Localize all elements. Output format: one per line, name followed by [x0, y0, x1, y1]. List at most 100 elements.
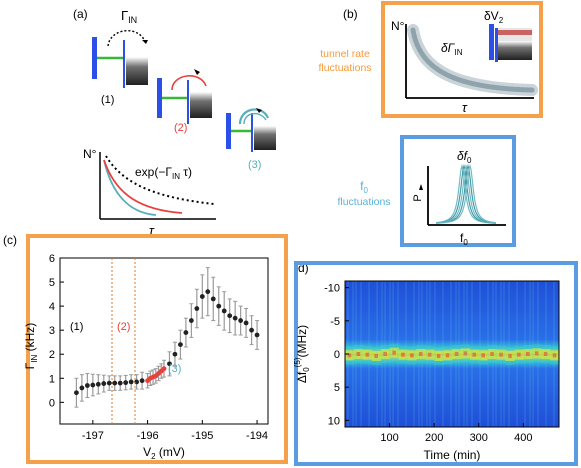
heatmap-cell-peak — [356, 352, 361, 356]
heatmap-cell-peak — [419, 352, 423, 356]
data-point — [101, 381, 107, 386]
lorentzian-peaks — [435, 163, 497, 224]
box1-ylabel: N° — [391, 19, 405, 33]
x-tick-label: -194 — [246, 430, 268, 442]
heatmap-cell-peak — [490, 352, 494, 356]
data-point — [210, 296, 216, 302]
data-point — [172, 351, 178, 357]
case-3-label: (3) — [248, 159, 261, 171]
panel-c-label: (c) — [3, 233, 17, 247]
heatmap-cell-peak — [392, 350, 396, 355]
case-1-label: (1) — [101, 94, 114, 106]
x-tick-label: 400 — [514, 432, 532, 444]
x-tick-label: 200 — [425, 432, 443, 444]
box1-delta-label: δΓIN — [441, 41, 463, 57]
panel-d-frame — [294, 261, 578, 466]
heatmap-cell-peak — [534, 351, 539, 356]
gamma-in-label: ΓIN — [121, 8, 137, 25]
dv2-label: δV2 — [484, 9, 504, 25]
y-tick-label: 10 — [328, 415, 340, 427]
y-tick-label: 3 — [49, 325, 55, 337]
heatmap-cell-peak — [481, 353, 485, 358]
data-point — [128, 379, 134, 385]
electrode-left — [226, 113, 231, 149]
x-tick-label: -197 — [82, 430, 104, 442]
heatmap-cell-peak — [454, 352, 459, 356]
x-tick-label: -195 — [191, 430, 213, 442]
arrowhead-icon — [256, 108, 262, 113]
heatmap-cell-peak — [499, 352, 503, 357]
decay-curve-3 — [103, 159, 157, 216]
inset-reservoir — [498, 41, 532, 60]
case-1-diagram: (1) — [92, 29, 148, 106]
reservoir-block — [254, 126, 276, 150]
region-2-label: (2) — [117, 321, 130, 333]
x-tick-label: 300 — [470, 432, 488, 444]
inset-level-band — [498, 30, 532, 35]
data-point — [249, 327, 254, 333]
data-point — [205, 289, 211, 295]
data-point — [188, 318, 194, 323]
data-point — [238, 318, 244, 323]
gamma-xlabel: V2 (mV) — [143, 445, 185, 461]
tunnel-arrow-1 — [107, 29, 147, 47]
decay-curve-2 — [103, 159, 183, 214]
heatmap-ticks: -10 -5 0 5 10 100 200 300 400 — [324, 283, 532, 444]
tunnel-rate-caption-2: fluctuations — [318, 62, 371, 74]
data-point — [79, 385, 85, 391]
panel-c-frame — [26, 234, 288, 464]
inset-barrier — [495, 28, 498, 62]
gamma-plot-area — [59, 257, 269, 425]
y-tick-label: 1 — [49, 373, 55, 385]
decay-plot: N° τ exp(−ΓIN τ) — [83, 147, 216, 238]
reservoir-block — [190, 92, 212, 118]
tunnel-rate-box — [381, 1, 543, 118]
y-tick-label: 0 — [49, 397, 55, 409]
data-point — [112, 380, 118, 386]
f0-caption-2: fluctuations — [337, 196, 390, 208]
y-tick-label: -10 — [324, 283, 340, 295]
data-point — [232, 315, 238, 321]
box1-xlabel: τ — [462, 100, 468, 115]
f0-box — [400, 135, 516, 247]
heatmap-cell-peak — [365, 352, 370, 357]
heatmap-xlabel: Time (min) — [424, 448, 481, 462]
heatmap-cell-peak — [383, 352, 387, 356]
data-point — [194, 306, 200, 311]
data-point — [243, 320, 249, 326]
y-tick-label: 5 — [334, 382, 340, 394]
data-point — [221, 308, 227, 314]
case-2-label: (2) — [174, 122, 187, 134]
y-tick-label: 4 — [49, 301, 55, 313]
data-point — [90, 382, 96, 388]
x-tick-label: -196 — [137, 430, 159, 442]
panel-b: (b) tunnel rate fluctuations N° τ δΓIN δ… — [318, 1, 543, 247]
tunnel-rate-caption-1: tunnel rate — [320, 48, 370, 60]
heatmap-cell-peak — [410, 353, 414, 358]
data-point — [117, 380, 123, 386]
heatmap-cell-peak — [347, 353, 352, 358]
data-point — [161, 366, 167, 372]
data-point — [106, 380, 112, 386]
data-point — [216, 303, 222, 309]
data-point — [199, 294, 205, 299]
heatmap-cell-peak — [463, 351, 468, 356]
reservoir-block — [126, 57, 148, 85]
heatmap-ylabel: Δf0(5)(MHz) — [293, 325, 311, 383]
panel-a: (a) ΓIN (1) (2) — [73, 7, 276, 238]
heatmap-cell-peak — [517, 352, 521, 357]
panel-b-label: (b) — [343, 7, 358, 21]
heatmap-cell-peak — [472, 352, 477, 357]
data-point — [74, 390, 79, 396]
gamma-ylabel: ΓIN (kHz) — [23, 323, 39, 370]
arrowhead-icon — [194, 69, 200, 75]
region-3-label: (3) — [168, 363, 181, 375]
y-tick-label: 0 — [334, 349, 340, 361]
x-tick-label: 100 — [380, 432, 398, 444]
lorentzian-peak — [436, 163, 497, 224]
heatmap-cell-peak — [445, 353, 450, 358]
decay-formula: exp(−ΓIN τ) — [135, 165, 192, 181]
tunnel-arrow-3b — [243, 113, 267, 125]
data-point — [123, 380, 129, 386]
